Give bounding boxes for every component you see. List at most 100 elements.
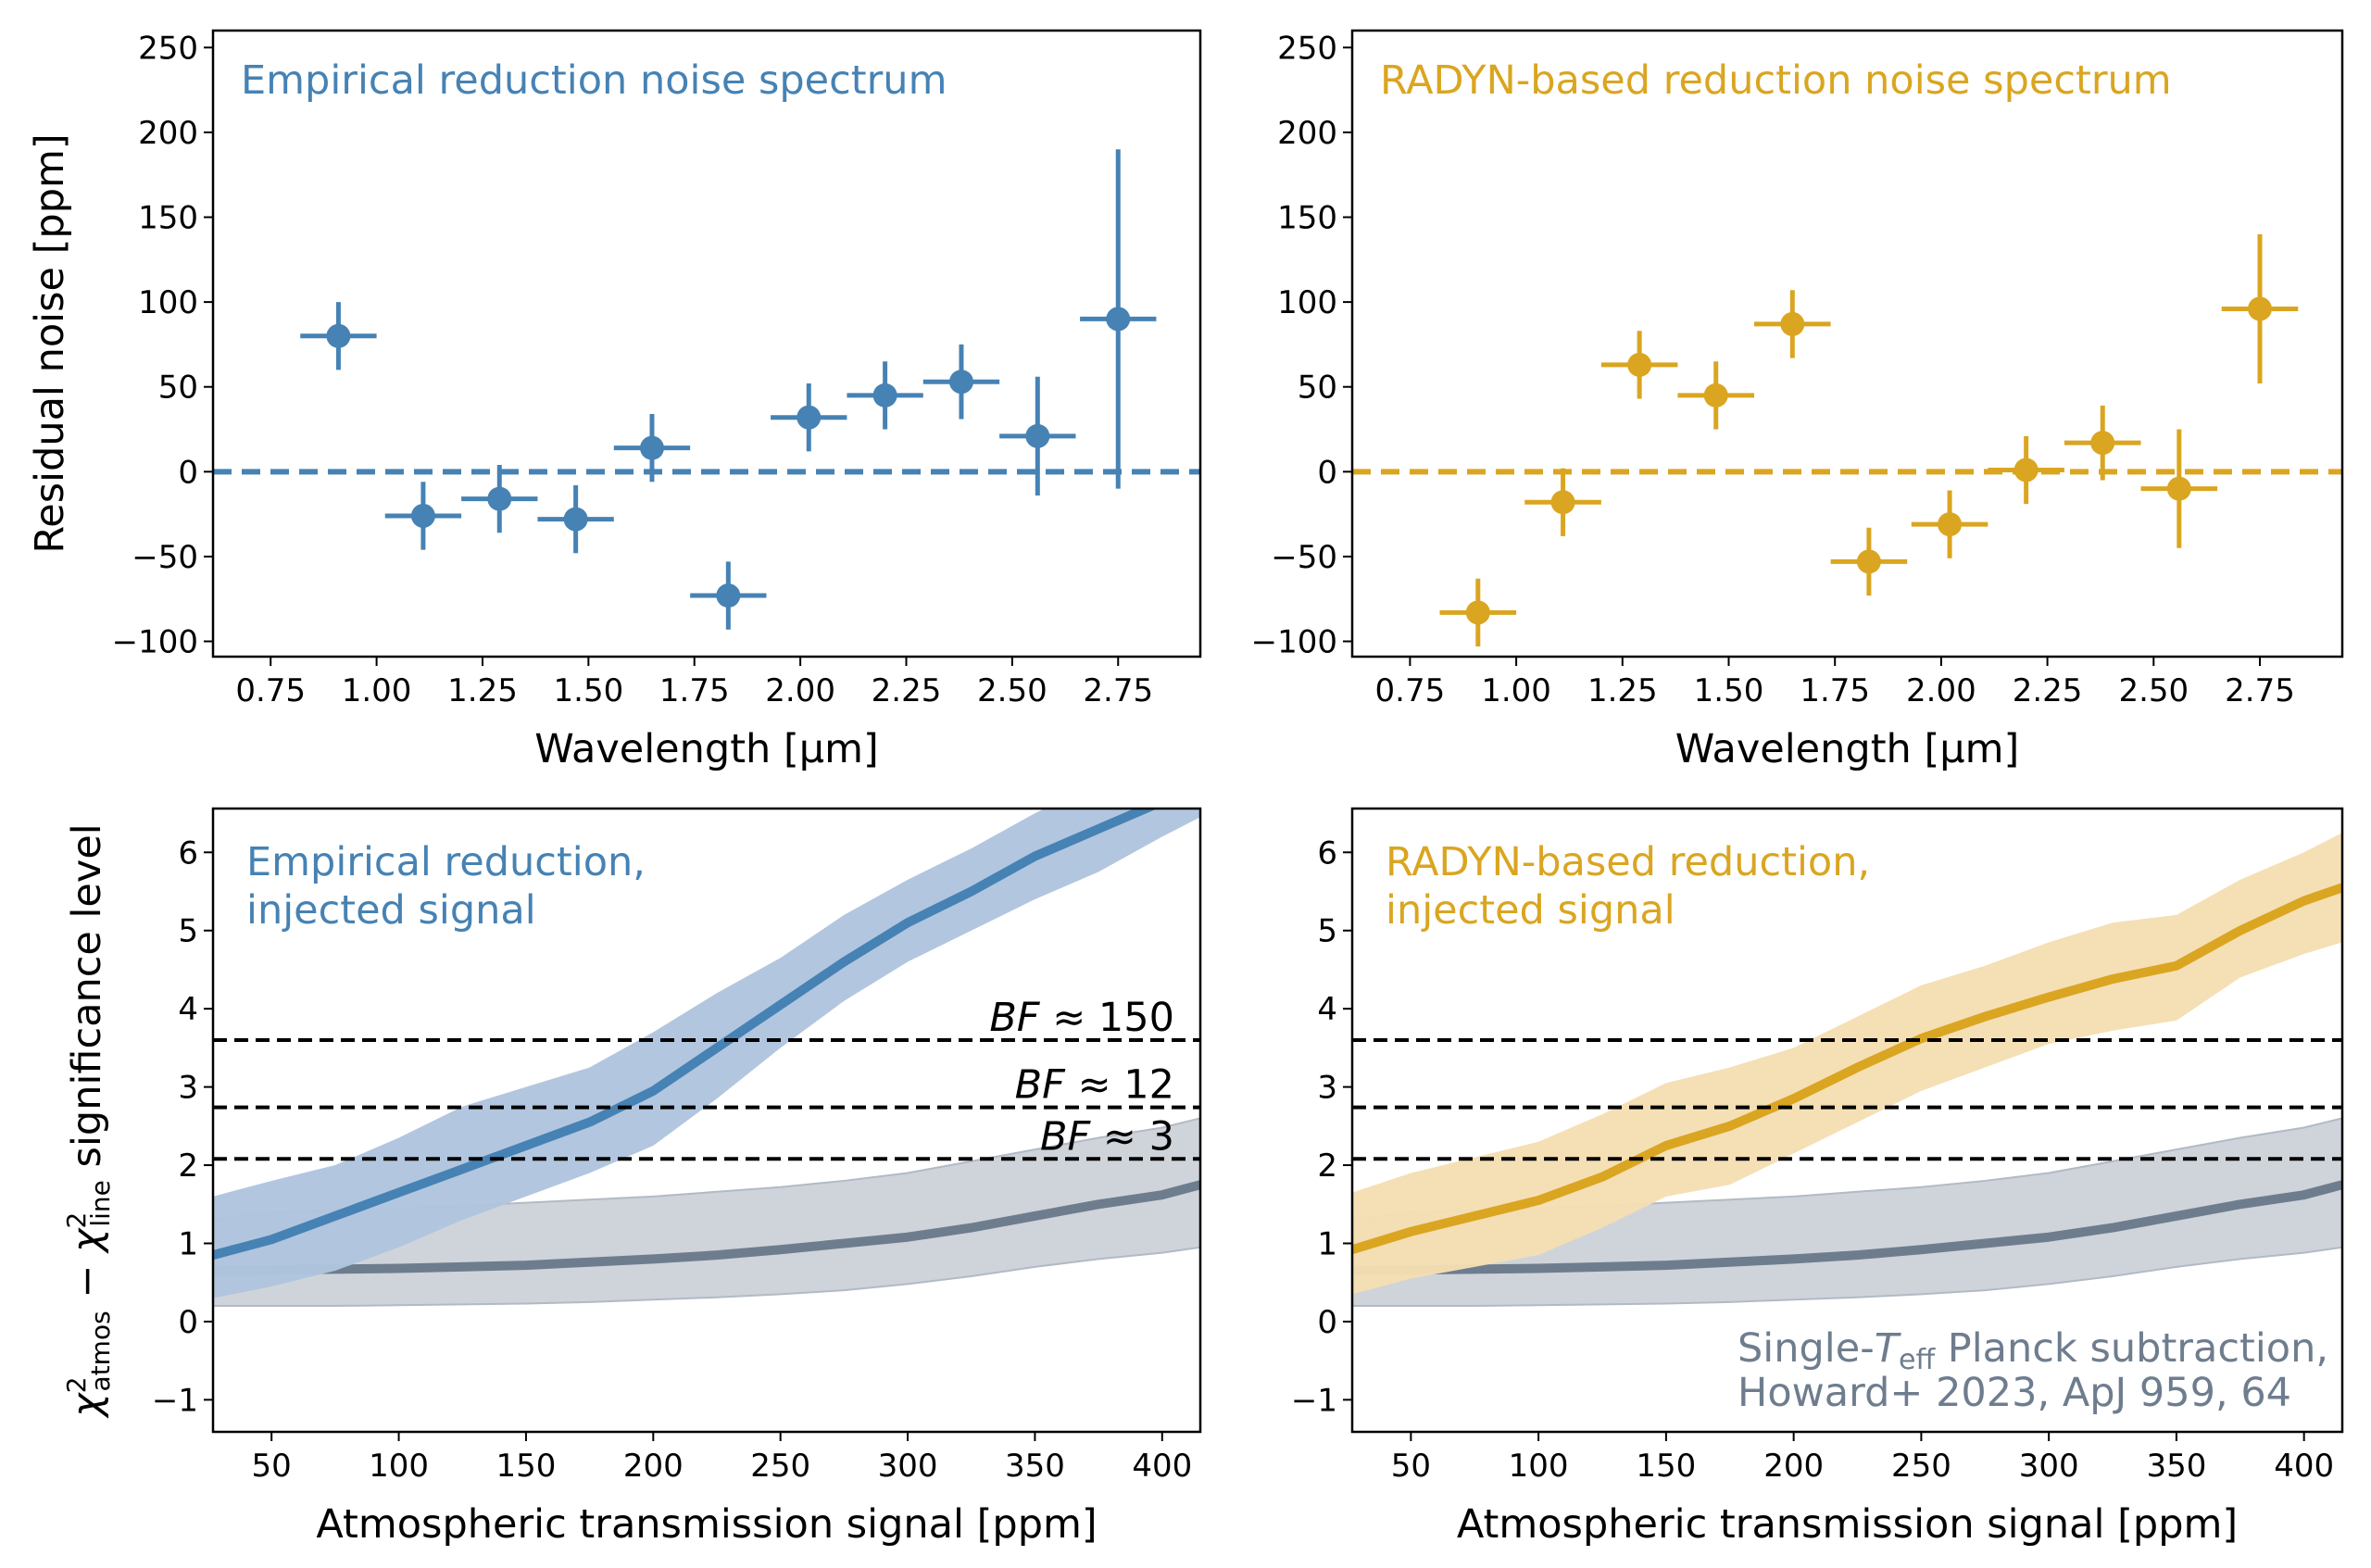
- x-tick-label: 50: [1391, 1448, 1431, 1485]
- y-tick-label: 0: [1317, 454, 1337, 491]
- y-tick-label: 100: [138, 284, 198, 321]
- data-point: [300, 302, 377, 370]
- data-marker: [1780, 311, 1805, 336]
- x-tick-label: 400: [2274, 1448, 2334, 1485]
- data-point: [537, 484, 614, 554]
- y-tick-label: 0: [178, 454, 198, 491]
- planck-confidence-band: [1352, 1117, 2342, 1308]
- data-point: [613, 414, 691, 483]
- subscript-line: line: [85, 1180, 116, 1227]
- x-tick-label: 1.00: [1481, 672, 1551, 709]
- data-marker: [2090, 431, 2115, 456]
- data-marker: [2166, 476, 2191, 501]
- axes-frame: [211, 29, 1202, 659]
- threshold-label-var: BF: [989, 995, 1040, 1041]
- plot-area: [1352, 833, 2342, 1308]
- y-tick-label: 1: [1317, 1225, 1337, 1262]
- axes-frame: [1350, 29, 2344, 659]
- y-tick-label: 250: [138, 30, 198, 67]
- series-annotation: Empirical reduction,: [246, 839, 646, 885]
- y-tick-label: 2: [1317, 1148, 1337, 1185]
- x-tick-label: 50: [252, 1448, 292, 1485]
- data-point: [1439, 578, 1517, 647]
- x-axis-label: Wavelength [μm]: [534, 726, 879, 772]
- x-tick-label: 1.25: [447, 672, 518, 709]
- data-marker: [1025, 423, 1050, 448]
- ylabel-rest: significance level: [64, 823, 110, 1180]
- plot-area: [213, 809, 1200, 1308]
- data-marker: [326, 323, 351, 348]
- x-tick-label: 150: [1636, 1448, 1696, 1485]
- x-tick-label: 1.75: [1800, 672, 1870, 709]
- threshold-label: BF ≈ 150: [989, 995, 1174, 1041]
- threshold-label: BF ≈ 12: [1015, 1062, 1174, 1109]
- data-point: [1677, 361, 1755, 430]
- y-tick-label: 0: [178, 1304, 198, 1341]
- x-tick-label: 2.50: [2118, 672, 2189, 709]
- y-tick-label: 4: [178, 991, 198, 1028]
- planck-median-line: [1352, 1180, 2342, 1276]
- x-tick-label: 100: [1509, 1448, 1569, 1485]
- data-point: [847, 361, 923, 430]
- y-tick-label: 3: [1317, 1070, 1337, 1107]
- x-tick-label: 150: [496, 1448, 556, 1485]
- y-tick-label: 100: [1277, 284, 1337, 321]
- y-tick-label: 150: [1277, 200, 1337, 237]
- data-point: [1524, 468, 1601, 536]
- data-marker: [2247, 296, 2272, 321]
- threshold-label-value: ≈ 150: [1040, 995, 1174, 1041]
- x-tick-label: 2.25: [872, 672, 942, 709]
- y-tick-label: 4: [1317, 991, 1337, 1028]
- data-marker: [1550, 490, 1575, 515]
- data-marker: [1938, 512, 1963, 537]
- data-point: [1988, 435, 2064, 505]
- plot-area: [213, 149, 1200, 630]
- threshold-label-value: ≈ 3: [1090, 1113, 1174, 1160]
- y-tick-label: 50: [158, 370, 198, 407]
- plot-area: [1352, 233, 2342, 647]
- y-tick-label: 6: [178, 834, 198, 872]
- data-marker: [1703, 383, 1728, 408]
- y-tick-label: −1: [1291, 1382, 1337, 1419]
- x-tick-label: 1.75: [659, 672, 730, 709]
- superscript: 2: [61, 1376, 92, 1393]
- x-axis-label: Atmospheric transmission signal [ppm]: [316, 1501, 1097, 1548]
- y-tick-label: 250: [1277, 30, 1337, 67]
- subscript-atmos: atmos: [85, 1311, 116, 1391]
- planck-confidence-band: [213, 1117, 1200, 1308]
- y-tick-label: 3: [178, 1070, 198, 1107]
- threshold-label-var: BF: [1040, 1113, 1091, 1160]
- data-marker: [1856, 549, 1881, 574]
- data-marker: [797, 405, 822, 430]
- data-marker: [716, 583, 741, 608]
- y-tick-label: 1: [178, 1225, 198, 1262]
- x-tick-label: 1.50: [554, 672, 624, 709]
- data-point: [771, 383, 847, 452]
- x-tick-label: 300: [2019, 1448, 2079, 1485]
- y-tick-label: 200: [1277, 115, 1337, 152]
- data-point: [1830, 527, 1908, 596]
- data-marker: [2013, 458, 2039, 483]
- panel-top-left: Empirical reduction noise spectrum Residu…: [27, 29, 1202, 772]
- panel-top-right: RADYN-based reduction noise spectrum 0.75…: [1251, 29, 2344, 772]
- threshold-label-var: BF: [1015, 1062, 1066, 1109]
- y-tick-label: −50: [132, 539, 198, 576]
- planck-annotation-line2: Howard+ 2023, ApJ 959, 64: [1737, 1370, 2291, 1416]
- y-tick-label: −50: [1271, 539, 1337, 576]
- chi-symbol: χ: [64, 1392, 110, 1419]
- data-point: [2064, 405, 2141, 481]
- x-tick-label: 250: [1891, 1448, 1951, 1485]
- planck-annotation: Single-Teff Planck subtraction,: [1737, 1325, 2328, 1376]
- x-tick-label: 2.00: [765, 672, 835, 709]
- series-annotation: RADYN-based reduction,: [1386, 839, 1870, 885]
- data-marker: [948, 370, 973, 395]
- y-tick-label: 5: [178, 913, 198, 950]
- y-tick-label: 5: [1317, 913, 1337, 950]
- planck-median-line: [213, 1180, 1200, 1276]
- x-tick-label: 400: [1132, 1448, 1192, 1485]
- x-tick-label: 2.50: [977, 672, 1048, 709]
- y-tick-label: −1: [152, 1382, 198, 1419]
- data-marker: [1627, 352, 1652, 377]
- data-marker: [639, 435, 664, 460]
